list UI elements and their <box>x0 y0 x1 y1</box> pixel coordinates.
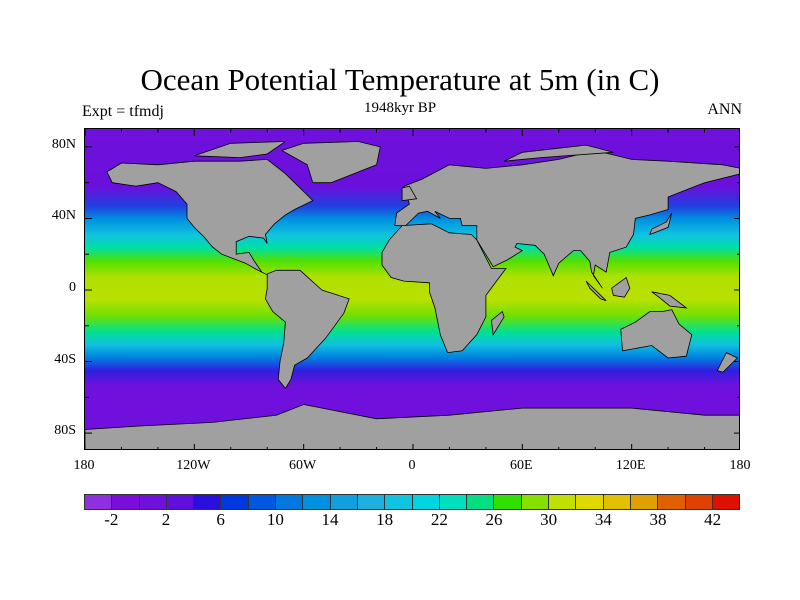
landmass-antarctica <box>85 404 739 449</box>
landmass-madagascar <box>490 310 505 336</box>
colorbar-label: 14 <box>321 510 339 529</box>
landmass-africa <box>381 223 507 354</box>
plot-subtitle: 1948kyr BP <box>363 100 437 116</box>
plot-title: Ocean Potential Temperature at 5m (in C) <box>140 62 660 97</box>
landmass-australia <box>620 309 693 359</box>
y-tick-label: 40S <box>54 351 76 367</box>
colorbar-swatch <box>248 495 277 509</box>
y-tick-label: 80S <box>54 423 76 439</box>
landmass-japan <box>649 212 673 236</box>
colorbar-swatch <box>412 495 440 509</box>
colorbar-swatch <box>712 495 740 509</box>
landmass-south-america <box>264 269 350 390</box>
colorbar <box>84 494 740 510</box>
colorbar-swatch <box>357 495 386 509</box>
colorbar-swatch <box>166 495 195 509</box>
x-tick-label: 120W <box>176 458 211 473</box>
colorbar-swatch <box>521 495 550 509</box>
colorbar-label: 30 <box>540 510 558 529</box>
colorbar-label: 34 <box>594 510 612 529</box>
map-canvas <box>85 129 739 449</box>
landmass-canadian-arctic <box>194 141 287 159</box>
colorbar-label: 6 <box>216 510 225 529</box>
temperature-map <box>84 128 740 450</box>
landmass-new-guinea <box>651 291 688 309</box>
colorbar-swatch <box>603 495 631 509</box>
colorbar-swatch <box>330 495 358 509</box>
colorbar-label: 22 <box>430 510 448 529</box>
colorbar-label: -2 <box>104 510 119 529</box>
colorbar-swatch <box>549 495 577 509</box>
x-tick-label: 60W <box>289 458 317 473</box>
y-tick-label: 0 <box>69 280 76 295</box>
landmass-greenland <box>280 141 381 184</box>
colorbar-swatch <box>85 495 113 509</box>
landmass-great-britain <box>401 185 418 202</box>
landmass-sumatra <box>585 280 607 302</box>
colorbar-swatch <box>685 495 713 509</box>
colorbar-label: 2 <box>161 510 171 529</box>
x-tick-label: 60E <box>510 458 533 473</box>
x-tick-label: 180 <box>729 458 751 473</box>
landmass-north-america <box>106 158 314 277</box>
colorbar-swatch <box>439 495 468 509</box>
season-label: ANN <box>707 101 742 118</box>
landmass-siberian-islands <box>503 144 614 162</box>
x-tick-label: 120E <box>615 458 646 473</box>
colorbar-swatch <box>630 495 659 509</box>
colorbar-swatch <box>658 495 686 509</box>
experiment-label: Expt = tfmdj <box>82 103 164 120</box>
colorbar-label: 10 <box>266 510 284 529</box>
x-tick-label: 180 <box>73 458 95 473</box>
colorbar-swatch <box>194 495 222 509</box>
colorbar-swatch <box>494 495 522 509</box>
colorbar-swatch <box>112 495 140 509</box>
colorbar-swatch <box>139 495 167 509</box>
x-tick-label: 0 <box>408 458 416 473</box>
colorbar-label: 42 <box>704 510 722 529</box>
y-tick-label: 80N <box>51 136 76 152</box>
colorbar-swatch <box>467 495 495 509</box>
y-tick-label: 40N <box>51 208 76 224</box>
colorbar-label: 18 <box>376 510 394 529</box>
colorbar-label: 38 <box>649 510 667 529</box>
colorbar-label: 26 <box>485 510 503 529</box>
colorbar-swatch <box>303 495 331 509</box>
landmass-borneo <box>611 276 631 298</box>
landmass-new-zealand <box>716 352 739 373</box>
colorbar-swatch <box>385 495 413 509</box>
colorbar-swatch <box>221 495 249 509</box>
colorbar-swatch <box>276 495 304 509</box>
colorbar-swatch <box>576 495 604 509</box>
